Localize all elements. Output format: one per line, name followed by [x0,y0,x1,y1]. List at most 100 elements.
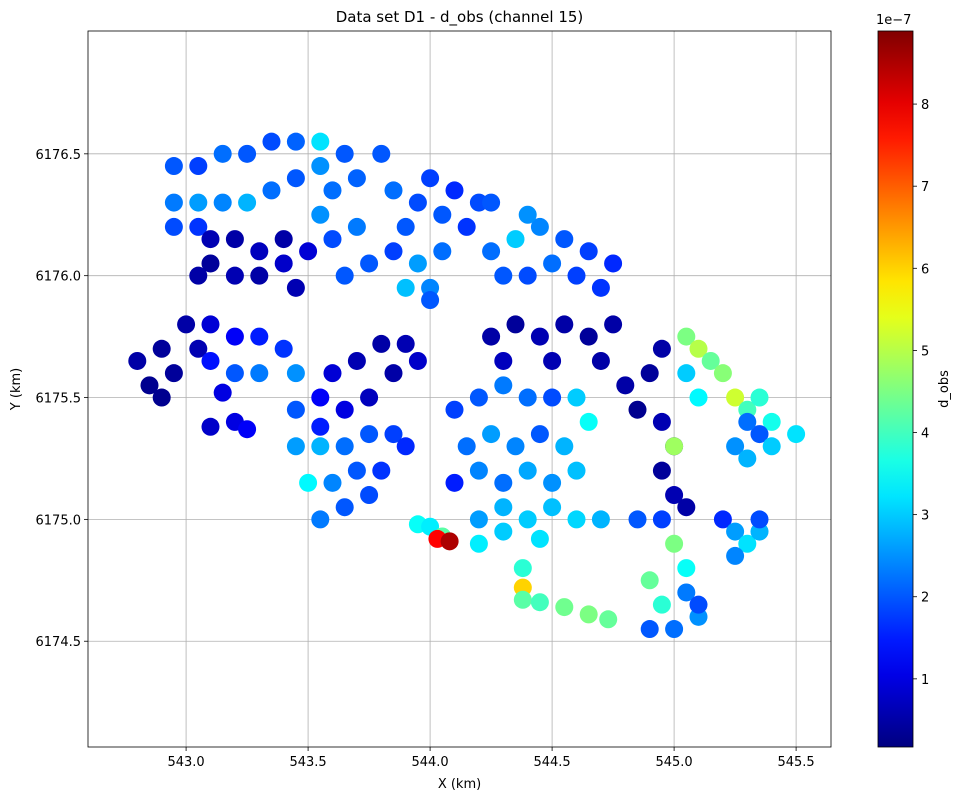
data-point [469,388,488,407]
data-point [762,412,781,431]
data-point [250,364,269,383]
y-tick-label: 6174.5 [36,635,82,650]
data-point [726,546,745,565]
data-point [286,132,305,151]
data-point [726,388,745,407]
data-point [201,351,220,370]
data-point [530,425,549,444]
data-point [677,364,696,383]
x-axis-label: X (km) [438,777,481,792]
data-point [677,583,696,602]
data-point [347,351,366,370]
data-point [604,315,623,334]
data-point [567,388,586,407]
data-point [384,425,403,444]
colorbar-tick-label: 7 [921,180,929,195]
colorbar [877,30,914,748]
data-point [726,522,745,541]
data-point [469,534,488,553]
data-point [238,420,257,439]
data-point [494,351,513,370]
data-point [164,217,183,236]
data-point [567,266,586,285]
data-point [396,334,415,353]
data-point [530,529,549,548]
data-point [396,278,415,297]
data-point [262,132,281,151]
colorbar-tick-label: 8 [921,98,929,113]
data-point [372,461,391,480]
data-point [689,388,708,407]
y-tick-label: 6176.0 [36,270,82,285]
data-point [555,437,574,456]
data-point [513,590,532,609]
data-point [518,205,537,224]
data-point [347,217,366,236]
data-point [177,315,196,334]
data-point [591,351,610,370]
colorbar-tick-label: 1 [921,673,929,688]
data-point [360,425,379,444]
data-point [591,278,610,297]
data-point [506,315,525,334]
data-point [482,425,501,444]
data-point [421,291,440,310]
data-point [164,193,183,212]
data-point [238,144,257,163]
data-point [555,230,574,249]
data-point [189,193,208,212]
data-point [225,266,244,285]
data-point [579,605,598,624]
chart-title: Data set D1 - d_obs (channel 15) [336,8,584,27]
data-point [518,266,537,285]
data-point [652,461,671,480]
data-point [335,437,354,456]
data-point [286,278,305,297]
data-point [152,339,171,358]
data-point [445,181,464,200]
data-point [543,498,562,517]
data-point [640,571,659,590]
data-point [311,205,330,224]
data-point [372,144,391,163]
points [128,132,806,639]
data-point [738,449,757,468]
data-point [579,327,598,346]
data-point [543,473,562,492]
data-point [140,376,159,395]
data-point [738,534,757,553]
data-point [494,376,513,395]
data-point [213,193,232,212]
data-point [408,193,427,212]
data-point [677,559,696,578]
data-point [677,498,696,517]
data-point [286,364,305,383]
data-point [213,383,232,402]
data-point [433,242,452,261]
colorbar-tick-label: 3 [921,509,929,524]
x-tick-label: 543.5 [289,755,326,770]
colorbar-label: d_obs [937,370,952,408]
data-point [201,315,220,334]
x-tick-label: 543.0 [167,755,204,770]
data-point [457,217,476,236]
data-point [750,388,769,407]
data-point [689,595,708,614]
y-axis-label: Y (km) [9,368,24,411]
data-point [250,242,269,261]
x-tick-label: 544.5 [533,755,570,770]
data-point [591,510,610,529]
data-point [469,510,488,529]
data-point [189,266,208,285]
data-point [652,595,671,614]
data-point [579,242,598,261]
data-point [530,593,549,612]
data-point [787,425,806,444]
data-point [567,510,586,529]
data-point [530,217,549,236]
data-point [750,510,769,529]
data-point [311,132,330,151]
data-point [599,610,618,629]
data-point [311,510,330,529]
y-tick-label: 6175.0 [36,513,82,528]
